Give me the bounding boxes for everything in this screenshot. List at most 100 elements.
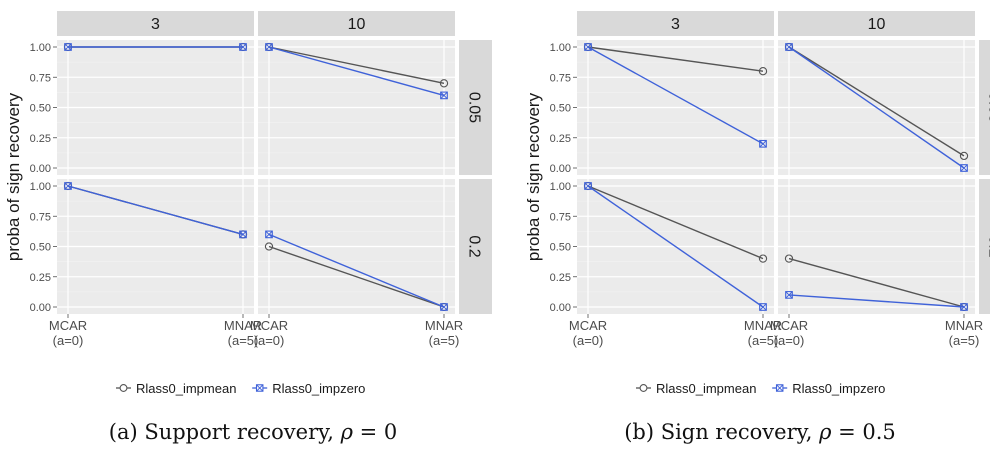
series-line-Rlass0_impzero	[587, 46, 764, 145]
data-point-cross-Rlass0_impzero	[785, 43, 793, 51]
data-point-Rlass0_impzero	[785, 291, 793, 299]
caption-a-prefix: (a) Support recovery,	[108, 420, 341, 444]
caption-b: (b) Sign recovery, ρ = 0.5	[545, 420, 975, 444]
y-axis-title: proba of sign recovery	[524, 92, 543, 261]
caption-a: (a) Support recovery, ρ = 0	[38, 420, 468, 444]
data-point-Rlass0_impzero	[960, 303, 968, 311]
panel	[258, 179, 455, 314]
facet-strip-row	[459, 40, 492, 175]
data-point-Rlass0_impzero	[440, 303, 448, 311]
legend-key-cross	[256, 384, 264, 392]
data-point-cross-Rlass0_impzero	[440, 303, 448, 311]
x-tick-label: (a=0)	[254, 333, 285, 348]
data-point-cross-Rlass0_impzero	[64, 182, 72, 190]
data-point-cross-Rlass0_impzero	[265, 43, 273, 51]
legend: Rlass0_impmean Rlass0_impzero	[636, 381, 885, 396]
data-point-cross-Rlass0_impzero	[265, 230, 273, 239]
caption-b-eq: =	[831, 420, 863, 444]
caption-b-var: ρ	[819, 420, 832, 444]
data-point-Rlass0_impzero	[960, 164, 968, 172]
y-tick-label: 0.75	[30, 211, 51, 223]
y-tick-label: 0.25	[30, 272, 51, 284]
data-point-Rlass0_impmean	[784, 254, 794, 263]
x-tick-label: MCAR	[770, 318, 808, 333]
series-line-Rlass0_impmean	[587, 46, 764, 72]
panel	[57, 40, 254, 175]
facet-label-row: 0.05	[986, 92, 990, 123]
series-line-Rlass0_impzero	[587, 185, 764, 308]
data-point-Rlass0_impzero	[440, 91, 448, 100]
panel	[258, 40, 455, 175]
data-point-Rlass0_impmean	[758, 67, 768, 76]
y-tick-label: 0.00	[550, 163, 571, 175]
data-point-Rlass0_impzero	[239, 230, 247, 239]
y-tick-label: 0.00	[30, 302, 51, 314]
data-point-cross-Rlass0_impzero	[584, 43, 592, 51]
data-point-cross-Rlass0_impzero	[64, 43, 72, 51]
legend-key-symbol	[119, 384, 128, 392]
facet-strip-col	[577, 11, 774, 36]
x-tick-label: MCAR	[250, 318, 288, 333]
data-point-Rlass0_impmean	[264, 242, 274, 251]
caption-a-num: 0	[383, 420, 398, 444]
y-axis-title: proba of sign recovery	[4, 92, 23, 261]
data-point-cross-Rlass0_impzero	[239, 43, 247, 51]
series-line-Rlass0_impzero	[788, 294, 965, 308]
x-tick-label: MNAR	[425, 318, 463, 333]
facet-strip-row	[979, 40, 990, 175]
legend-label: Rlass0_impzero	[792, 381, 885, 396]
data-point-Rlass0_impzero	[759, 139, 767, 148]
data-point-cross-Rlass0_impzero	[960, 164, 968, 172]
y-tick-label: 0.75	[550, 72, 571, 84]
y-tick-label: 1.00	[30, 181, 51, 193]
panel	[577, 40, 774, 175]
series-line-Rlass0_impmean	[268, 245, 445, 308]
facet-label-col: 10	[348, 16, 366, 33]
legend-key-symbol	[639, 384, 648, 392]
data-point-Rlass0_impmean	[758, 254, 768, 263]
x-tick-label: (a=0)	[573, 333, 604, 348]
facet-strip-row	[459, 179, 492, 314]
data-point-Rlass0_impzero	[239, 43, 247, 51]
y-tick-label: 0.50	[550, 242, 571, 254]
caption-a-var: ρ	[340, 420, 353, 444]
series-line-Rlass0_impzero	[268, 233, 445, 308]
facet-label-col: 3	[151, 16, 160, 33]
legend-key-cross	[776, 384, 784, 392]
chart-1: 3 10 0.05 0.2 0.00 0.25 0.50 0.75 1.00 0.00 0.25 0.…	[524, 11, 990, 396]
data-point-cross-Rlass0_impzero	[759, 303, 767, 311]
y-tick-label: 0.75	[550, 211, 571, 223]
data-point-cross-Rlass0_impzero	[239, 230, 247, 239]
legend: Rlass0_impmean Rlass0_impzero	[116, 381, 365, 396]
series-line-Rlass0_impzero	[67, 185, 244, 236]
x-tick-label: (a=5)	[228, 333, 259, 348]
data-point-Rlass0_impzero	[265, 230, 273, 239]
facet-strip-col	[778, 11, 975, 36]
data-point-cross-Rlass0_impzero	[785, 291, 793, 299]
y-tick-label: 0.00	[550, 302, 571, 314]
facet-label-row: 0.2	[986, 235, 990, 257]
x-tick-label: (a=0)	[53, 333, 84, 348]
data-point-Rlass0_impzero	[584, 43, 592, 51]
data-point-cross-Rlass0_impzero	[960, 303, 968, 311]
series-line-Rlass0_impmean	[788, 257, 965, 308]
x-tick-label: MNAR	[744, 318, 782, 333]
data-point-Rlass0_impmean	[959, 151, 969, 161]
x-tick-label: MCAR	[569, 318, 607, 333]
caption-b-num: 0.5	[862, 420, 896, 444]
y-tick-label: 0.25	[30, 133, 51, 145]
caption-b-prefix: (b) Sign recovery,	[624, 420, 820, 444]
x-tick-label: MCAR	[49, 318, 87, 333]
data-point-Rlass0_impmean	[439, 79, 449, 88]
facet-label-row: 0.05	[466, 92, 483, 123]
y-tick-label: 0.25	[550, 272, 571, 284]
legend-label: Rlass0_impmean	[656, 381, 756, 396]
x-tick-label: MNAR	[945, 318, 983, 333]
data-point-Rlass0_impzero	[785, 43, 793, 51]
data-point-Rlass0_impzero	[64, 43, 72, 51]
x-tick-label: (a=0)	[774, 333, 805, 348]
series-line-Rlass0_impmean	[587, 185, 764, 260]
x-tick-label: MNAR	[224, 318, 262, 333]
facet-label-col: 10	[868, 16, 886, 33]
